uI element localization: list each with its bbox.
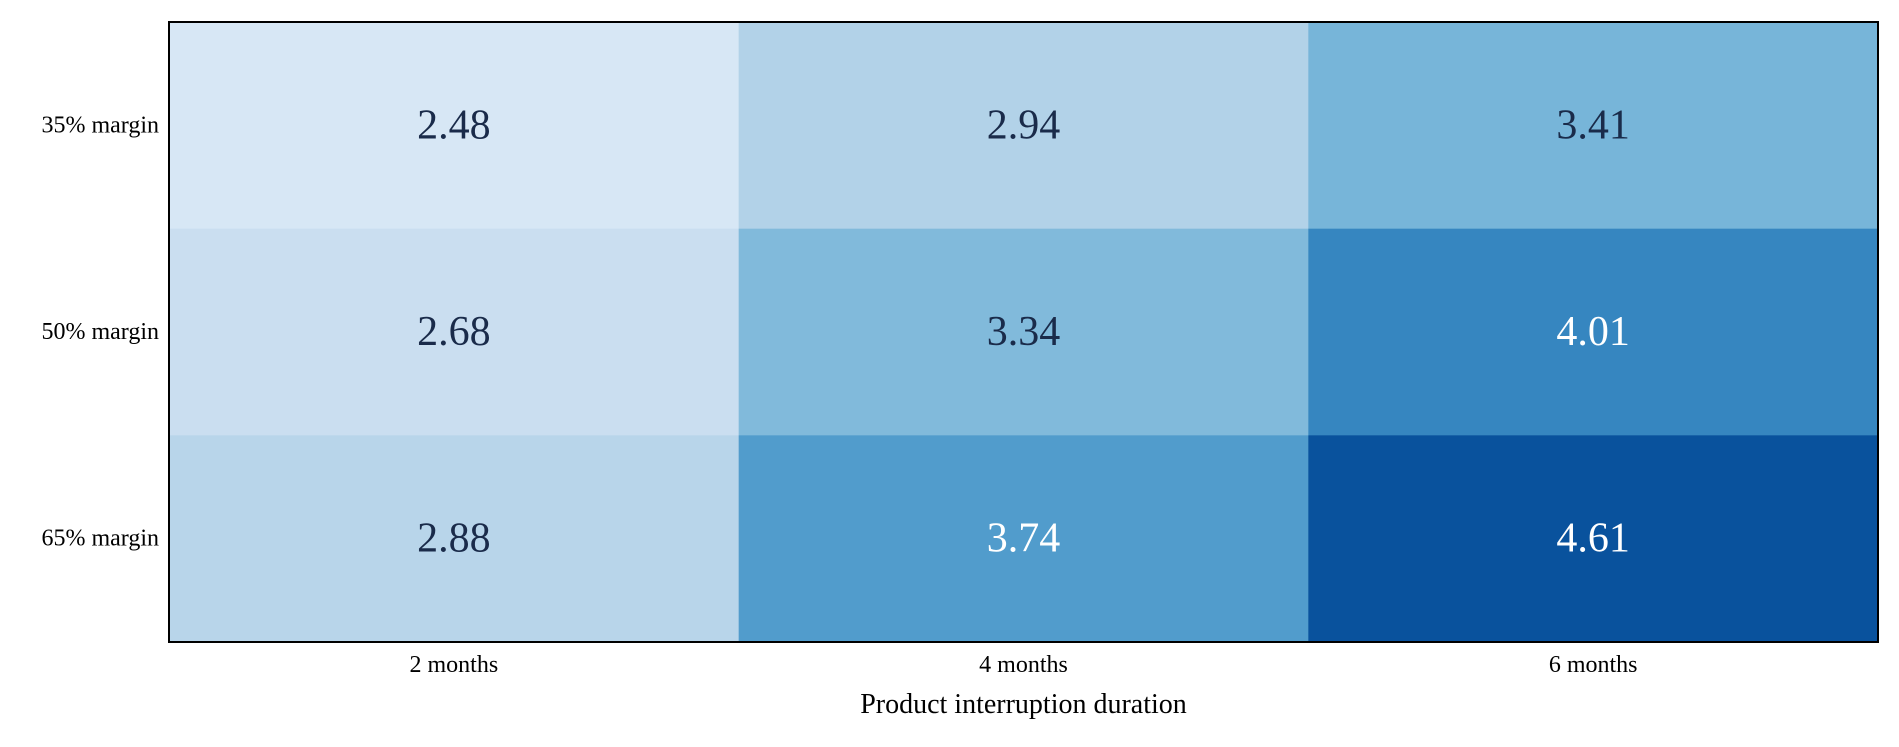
cell-value-label: 2.68: [417, 309, 491, 355]
cell-value-label: 2.94: [987, 102, 1061, 148]
y-tick-label: 65% margin: [41, 526, 159, 552]
heatmap-cell: [169, 22, 740, 230]
cell-value-label: 3.74: [987, 516, 1061, 562]
heatmap-cell: [1308, 22, 1879, 230]
heatmap-cell: [169, 228, 740, 436]
x-tick-labels: 2 months 4 months 6 months: [409, 652, 1637, 678]
cell-value-label: 4.61: [1556, 516, 1630, 562]
plot-frame: [168, 21, 1879, 643]
y-tick-labels: 35% margin 50% margin 65% margin: [41, 112, 159, 551]
heatmap-cell: [1308, 228, 1879, 436]
heatmap-cell: [738, 22, 1309, 230]
heatmap-cell: [169, 435, 740, 643]
x-axis-title: Product interruption duration: [860, 689, 1187, 720]
x-tick-label: 4 months: [979, 652, 1068, 678]
cell-value-label: 3.34: [987, 309, 1061, 355]
cell-value-labels: 2.48 2.94 3.41 2.68 3.34 4.01 2.88 3.74 4.61: [417, 102, 1630, 561]
heatmap-cells: [169, 22, 1879, 643]
cell-value-label: 3.41: [1556, 102, 1630, 148]
cell-value-label: 4.01: [1556, 309, 1630, 355]
heatmap-cell: [738, 228, 1309, 436]
heatmap-cell: [1308, 435, 1879, 643]
x-tick-label: 6 months: [1549, 652, 1638, 678]
heatmap-cell: [738, 435, 1309, 643]
cell-value-label: 2.48: [417, 102, 491, 148]
x-tick-label: 2 months: [409, 652, 498, 678]
y-tick-label: 35% margin: [41, 112, 159, 138]
y-tick-label: 50% margin: [41, 319, 159, 345]
cell-value-label: 2.88: [417, 516, 491, 562]
